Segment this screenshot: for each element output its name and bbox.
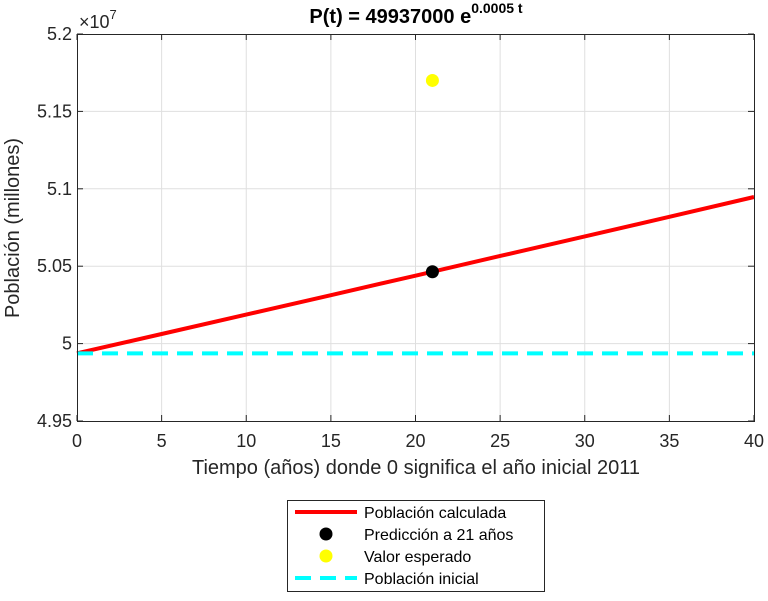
y-axis-exponent: ×107 xyxy=(79,7,117,32)
chart-title: P(t) = 49937000 e0.0005 t xyxy=(309,0,522,28)
x-tick-label: 40 xyxy=(744,431,764,451)
legend-marker-expected xyxy=(319,549,333,563)
tick-labels: 0 5 10 15 20 25 30 35 40 4.95 5 5.05 5.1 5.15 5.2 xyxy=(37,24,764,451)
x-tick-label: 20 xyxy=(405,431,425,451)
x-tick-label: 25 xyxy=(490,431,510,451)
title-exponent: 0.0005 t xyxy=(471,0,523,16)
legend-entry-label: Predicción a 21 años xyxy=(364,527,513,544)
y-tick-label: 4.95 xyxy=(37,411,72,431)
x-tick-label: 5 xyxy=(157,431,167,451)
calculated-population-line xyxy=(76,195,755,356)
legend-entry-label: Población calculada xyxy=(364,505,506,522)
y-tick-label: 5.2 xyxy=(47,24,72,44)
plot-area xyxy=(76,73,755,356)
y-tick-label: 5 xyxy=(62,334,72,354)
legend-entry-label: Valor esperado xyxy=(364,549,471,566)
legend: Población calculada Predicción a 21 años V… xyxy=(287,500,545,592)
x-tick-label: 35 xyxy=(659,431,679,451)
x-tick-label: 30 xyxy=(575,431,595,451)
x-tick-label: 15 xyxy=(321,431,341,451)
y-exponent-base: ×10 xyxy=(79,12,110,32)
y-tick-label: 5.1 xyxy=(47,179,72,199)
legend-marker-prediction xyxy=(319,527,333,541)
x-tick-label: 0 xyxy=(72,431,82,451)
title-base: P(t) = 49937000 e xyxy=(309,6,471,28)
legend-entry-label: Población inicial xyxy=(364,571,479,588)
y-tick-label: 5.15 xyxy=(37,101,72,121)
y-exponent-power: 7 xyxy=(110,7,117,22)
y-tick-label: 5.05 xyxy=(37,256,72,276)
expected-value-point xyxy=(425,73,439,87)
prediction-point xyxy=(425,265,439,279)
x-axis-label: Tiempo (años) donde 0 significa el año i… xyxy=(192,457,640,479)
x-tick-label: 10 xyxy=(236,431,256,451)
grid-lines xyxy=(77,34,754,421)
y-axis-label: Población (millones) xyxy=(2,138,24,318)
